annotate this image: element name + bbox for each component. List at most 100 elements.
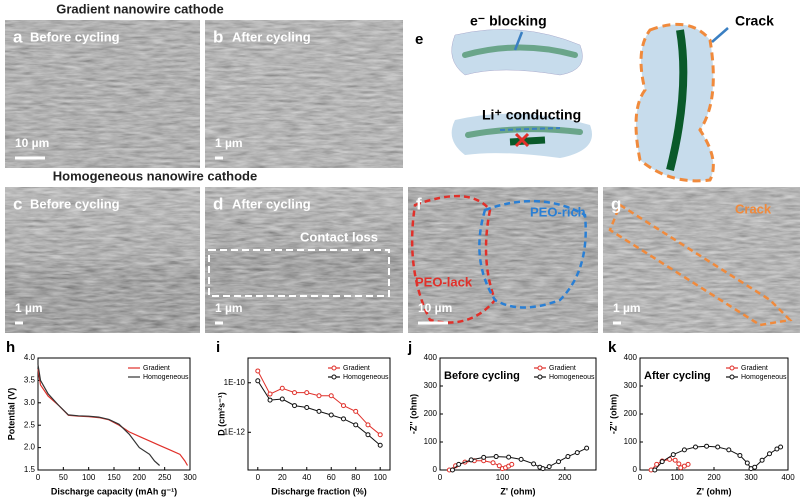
marker [565,454,571,460]
marker [506,454,512,460]
panel-letter: a [13,27,23,46]
image-label: Before cycling [30,29,120,44]
nanowire [666,29,688,171]
marker [328,393,334,399]
scale-label: 1 µm [15,301,43,315]
legend-marker [537,374,543,380]
schematic [451,22,729,183]
marker [267,397,273,403]
scale-label: 10 µm [15,136,49,150]
y-tick-label: 200 [424,409,438,418]
marker [496,463,502,469]
marker [255,368,261,374]
scale-label: 1 µm [215,136,243,150]
sem-image [408,187,598,333]
y-axis-label: D (cm²s⁻¹) [216,392,226,436]
x-tick-label: 300 [183,473,197,482]
y-tick-label: 0 [633,465,638,474]
legend-label: Homogeneous [549,374,595,381]
y-tick-label: 400 [424,353,438,362]
y-tick-label: 3.5 [24,376,36,385]
legend-label: Homogeneous [741,374,787,381]
y-tick-label: 300 [624,381,638,390]
panel-letter: b [213,27,223,46]
crack-outline [608,203,793,327]
image-label: Before cycling [30,196,120,211]
arrow [711,27,729,43]
legend-marker [331,374,337,380]
marker [490,460,496,466]
sem-image [5,20,200,168]
legend-label: Gradient [549,365,576,372]
y-axis-label: Potential (V) [6,388,16,441]
marker [715,444,721,450]
y-tick-label: 3.0 [24,398,36,407]
marker [767,451,772,457]
marker [353,408,359,414]
section-heading: Homogeneous nanowire cathode [53,168,257,183]
legend-marker [331,365,337,371]
marker [654,461,660,467]
marker [518,456,524,462]
marker [685,461,691,467]
image-label: PEO-rich [530,204,586,219]
x-tick-label: 40 [302,473,311,482]
arrow [513,31,524,51]
marker [493,454,499,460]
marker [377,432,383,438]
marker [468,457,474,463]
marker [304,390,310,396]
y-tick-label: 1.5 [24,465,36,474]
y-tick-label: 300 [424,381,438,390]
marker [774,446,780,452]
marker [540,466,546,472]
x-tick-label: 250 [158,473,172,482]
marker [279,396,285,402]
legend-label: Homogeneous [343,374,389,381]
sem-image [205,20,403,168]
marker [659,459,665,465]
panel-letter: k [608,339,617,356]
x-axis-label: Z' (ohm) [500,486,535,496]
y-tick-label: 4.0 [24,353,36,362]
nanowire [465,126,583,138]
legend-marker [729,365,735,371]
marker [556,459,562,465]
marker [316,408,322,414]
schematic-label: Li⁺ conducting [482,107,581,123]
panel-letter: c [13,194,22,213]
legend-label: Gradient [741,365,768,372]
panel-letter: g [611,194,621,213]
marker [328,412,334,418]
x-axis-label: Discharge fraction (%) [271,486,367,496]
marker [255,378,261,384]
x-tick-label: 60 [327,473,336,482]
sem-image [5,187,200,333]
marker [759,457,765,463]
marker [584,445,590,451]
x-tick-label: 50 [59,473,68,482]
arrow [499,127,561,131]
x-axis-label: Z' (ohm) [696,486,731,496]
x-tick-label: 150 [107,473,121,482]
marker [449,467,455,473]
annotation: After cycling [644,370,711,382]
legend-marker [729,374,735,380]
x-tick-label: 200 [707,473,721,482]
marker [704,443,710,449]
marker [672,457,678,463]
series-line [37,369,189,466]
marker [279,385,285,391]
marker [267,391,273,397]
marker [292,390,298,396]
y-tick-label: 1E-12 [224,427,246,436]
marker [531,461,537,467]
marker [481,454,487,460]
plot-frame [247,357,391,471]
marker [676,461,682,467]
marker [744,460,750,466]
section-heading: Gradient nanowire cathode [56,1,224,16]
x-tick-label: 0 [438,473,443,482]
y-axis-label: -Z'' (ohm) [608,394,618,434]
